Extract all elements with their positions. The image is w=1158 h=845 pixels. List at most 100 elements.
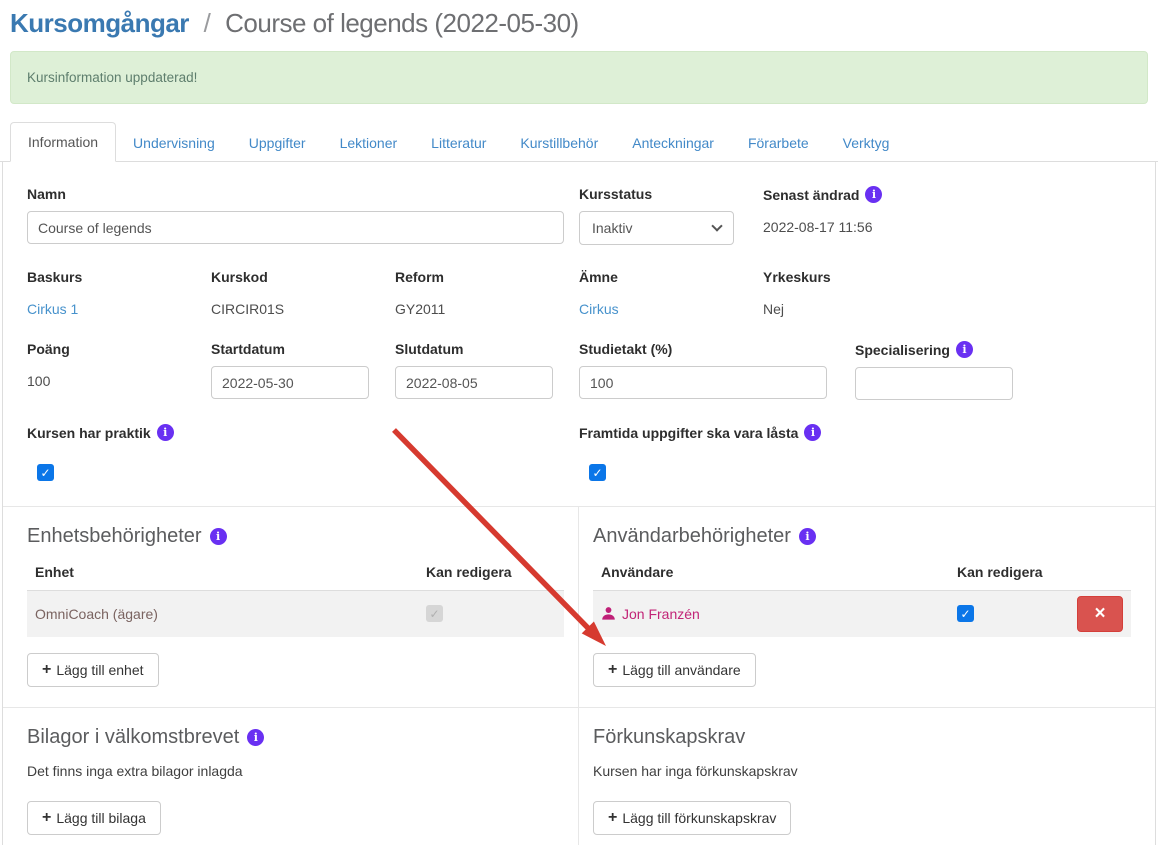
add-prerequisite-button[interactable]: + Lägg till förkunskapskrav: [593, 800, 792, 835]
breadcrumb-link-kursomgangar[interactable]: Kursomgångar: [10, 8, 189, 38]
permissions-band: Enhetsbehörigheter i Enhet Kan redigera …: [27, 506, 1131, 707]
chevron-down-icon: [711, 220, 723, 232]
plus-icon: +: [42, 660, 52, 678]
info-icon[interactable]: i: [865, 186, 883, 203]
field-kurskod: Kurskod CIRCIR01S: [211, 269, 395, 317]
col-enhet: Enhet: [35, 563, 74, 580]
user-can-edit-checkbox[interactable]: ✓: [957, 605, 974, 622]
specialisering-input[interactable]: [855, 367, 1013, 400]
specialisering-label-text: Specialisering: [855, 341, 950, 358]
field-specialisering: Specialisering i: [855, 341, 1131, 400]
person-icon: [601, 606, 616, 621]
tab-undervisning[interactable]: Undervisning: [133, 135, 215, 151]
namn-input[interactable]: [27, 211, 564, 244]
user-name-text: Jon Franzén: [622, 605, 700, 622]
tab-anteckningar[interactable]: Anteckningar: [632, 135, 714, 151]
info-icon[interactable]: i: [955, 341, 973, 358]
field-praktik: Kursen har praktik i ✓: [27, 424, 579, 482]
baskurs-link[interactable]: Cirkus 1: [27, 301, 79, 317]
unit-permissions-title-text: Enhetsbehörigheter: [27, 524, 202, 547]
remove-user-button[interactable]: ×: [1077, 595, 1123, 632]
tab-lektioner[interactable]: Lektioner: [339, 135, 398, 151]
praktik-checkbox[interactable]: ✓: [37, 464, 54, 481]
prerequisites-empty-text: Kursen har inga förkunskapskrav: [593, 762, 798, 779]
praktik-label: Kursen har praktik i: [27, 424, 579, 441]
specialisering-label: Specialisering i: [855, 341, 1131, 358]
senast-andrad-label: Senast ändrad i: [763, 186, 1131, 203]
add-unit-button[interactable]: + Lägg till enhet: [27, 652, 159, 687]
field-reform: Reform GY2011: [395, 269, 579, 317]
close-icon: ×: [1094, 602, 1106, 624]
field-slutdatum: Slutdatum: [395, 341, 579, 400]
tab-uppgifter[interactable]: Uppgifter: [248, 135, 306, 151]
info-icon[interactable]: i: [156, 424, 174, 441]
framtida-label: Framtida uppgifter ska vara låsta i: [579, 424, 1131, 441]
add-prerequisite-button-label: Lägg till förkunskapskrav: [622, 809, 777, 826]
amne-link[interactable]: Cirkus: [579, 301, 619, 317]
prerequisites-title-text: Förkunskapskrav: [593, 725, 746, 748]
user-permissions-table: Användare Kan redigera Jon Franzén ✓ ×: [593, 564, 1131, 637]
field-yrkeskurs: Yrkeskurs Nej: [763, 269, 1131, 317]
poang-value: 100: [27, 373, 51, 389]
success-alert: Kursinformation uppdaterad!: [10, 51, 1148, 104]
plus-icon: +: [608, 808, 618, 826]
field-namn: Namn: [27, 186, 579, 245]
tab-verktyg[interactable]: Verktyg: [842, 135, 890, 151]
reform-label: Reform: [395, 269, 445, 285]
unit-can-edit-checkbox: ✓: [426, 605, 443, 622]
page-title: Course of legends (2022-05-30): [225, 8, 579, 38]
tab-bar: Information Undervisning Uppgifter Lekti…: [0, 122, 1158, 162]
plus-icon: +: [608, 660, 618, 678]
unit-permissions-title: Enhetsbehörigheter i: [27, 525, 564, 548]
yrkeskurs-value: Nej: [763, 301, 785, 317]
framtida-checkbox[interactable]: ✓: [589, 464, 606, 481]
startdatum-label: Startdatum: [211, 341, 285, 357]
namn-label: Namn: [27, 186, 66, 202]
attachments-title: Bilagor i välkomstbrevet i: [27, 726, 564, 749]
user-permissions-title: Användarbehörigheter i: [593, 525, 1131, 548]
add-user-button-label: Lägg till användare: [622, 661, 741, 678]
attachments-empty-text: Det finns inga extra bilagor inlagda: [27, 762, 243, 779]
unit-name: OmniCoach (ägare): [35, 605, 158, 622]
field-baskurs: Baskurs Cirkus 1: [27, 269, 211, 317]
add-unit-button-label: Lägg till enhet: [56, 661, 144, 678]
field-framtida: Framtida uppgifter ska vara låsta i ✓: [579, 424, 1131, 482]
breadcrumb: Kursomgångar / Course of legends (2022-0…: [0, 0, 1158, 39]
startdatum-input[interactable]: [211, 366, 369, 399]
slutdatum-input[interactable]: [395, 366, 553, 399]
add-attachment-button[interactable]: + Lägg till bilaga: [27, 800, 161, 835]
col-kan-redigera: Kan redigera: [957, 563, 1043, 580]
tab-forarbete[interactable]: Förarbete: [747, 135, 809, 151]
attachments-title-text: Bilagor i välkomstbrevet: [27, 725, 240, 748]
senast-andrad-value: 2022-08-17 11:56: [763, 219, 873, 235]
info-icon[interactable]: i: [247, 728, 265, 746]
user-link[interactable]: Jon Franzén: [601, 606, 957, 622]
col-kan-redigera: Kan redigera: [426, 563, 512, 580]
bottom-band: Bilagor i välkomstbrevet i Det finns ing…: [27, 707, 1131, 845]
amne-label: Ämne: [579, 269, 618, 285]
add-user-button[interactable]: + Lägg till användare: [593, 652, 756, 687]
tab-litteratur[interactable]: Litteratur: [431, 135, 487, 151]
info-icon[interactable]: i: [804, 424, 822, 441]
attachments-section: Bilagor i välkomstbrevet i Det finns ing…: [27, 707, 579, 845]
info-icon[interactable]: i: [798, 527, 816, 545]
studietakt-input[interactable]: [579, 366, 827, 399]
praktik-label-text: Kursen har praktik: [27, 424, 151, 441]
kursstatus-label: Kursstatus: [579, 186, 653, 202]
col-anvandare: Användare: [601, 563, 674, 580]
poang-label: Poäng: [27, 341, 70, 357]
info-icon[interactable]: i: [209, 527, 227, 545]
course-form: Namn Kursstatus Inaktiv Senast ändrad i …: [27, 186, 1131, 506]
tab-information[interactable]: Information: [10, 122, 117, 162]
table-header: Användare Kan redigera: [593, 564, 1131, 591]
field-studietakt: Studietakt (%): [579, 341, 855, 400]
plus-icon: +: [42, 808, 52, 826]
tab-kurstillbehor[interactable]: Kurstillbehör: [520, 135, 599, 151]
unit-permissions-table: Enhet Kan redigera OmniCoach (ägare) ✓: [27, 564, 564, 637]
table-row: OmniCoach (ägare) ✓: [27, 590, 564, 637]
prerequisites-section: Förkunskapskrav Kursen har inga förkunsk…: [579, 708, 1131, 845]
field-amne: Ämne Cirkus: [579, 269, 763, 317]
prerequisites-title: Förkunskapskrav: [593, 726, 1131, 749]
kursstatus-select[interactable]: Inaktiv: [579, 211, 734, 245]
tab-content-information: Namn Kursstatus Inaktiv Senast ändrad i …: [2, 162, 1156, 845]
